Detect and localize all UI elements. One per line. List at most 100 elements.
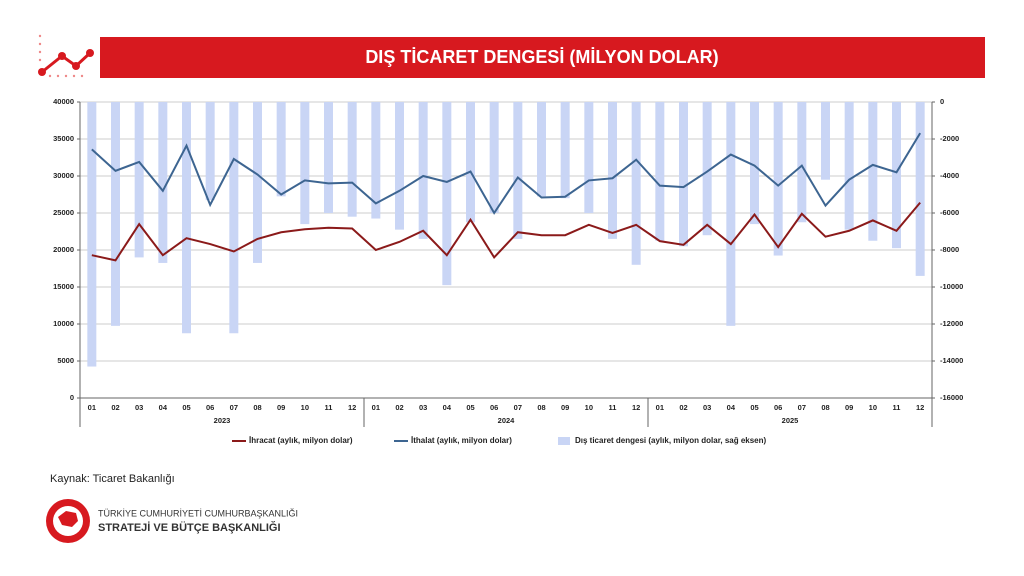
x-tick-label: 09 <box>845 403 853 412</box>
header-icon <box>38 34 94 78</box>
logo <box>46 499 90 543</box>
bar <box>87 102 97 367</box>
bar <box>584 102 594 213</box>
legend-label: İthalat (aylık, milyon dolar) <box>411 436 512 445</box>
bar <box>797 102 807 223</box>
x-tick-label: 03 <box>135 403 143 412</box>
x-tick-label: 06 <box>490 403 498 412</box>
bar <box>655 102 665 241</box>
y2-tick-label: -6000 <box>940 208 959 217</box>
bar <box>489 102 499 213</box>
x-tick-label: 03 <box>419 403 427 412</box>
x-tick-label: 02 <box>395 403 403 412</box>
y2-tick-label: -14000 <box>940 356 963 365</box>
title-bar <box>100 37 985 78</box>
bar <box>442 102 452 286</box>
x-tick-label: 06 <box>206 403 214 412</box>
x-tick-label: 05 <box>466 403 474 412</box>
bar <box>560 102 570 199</box>
bar <box>750 102 759 225</box>
bar <box>276 102 286 197</box>
bar <box>513 102 523 239</box>
bar <box>726 102 736 326</box>
y2-tick-label: -4000 <box>940 171 959 180</box>
y2-tick-label: -16000 <box>940 393 963 402</box>
x-tick-label: 04 <box>159 403 168 412</box>
x-tick-label: 06 <box>774 403 782 412</box>
line <box>91 132 922 215</box>
bar <box>868 102 878 241</box>
y-tick-label: 25000 <box>53 208 74 217</box>
bar <box>347 102 357 217</box>
bar <box>418 102 428 239</box>
y-tick-label: 40000 <box>53 97 74 106</box>
x-tick-label: 07 <box>798 403 806 412</box>
group-label: 2024 <box>498 416 516 425</box>
legend-label: İhracat (aylık, milyon dolar) <box>249 436 353 445</box>
x-tick-label: 08 <box>821 403 829 412</box>
y-tick-label: 10000 <box>53 319 74 328</box>
y2-tick-label: -10000 <box>940 282 963 291</box>
bar <box>134 102 144 258</box>
bar <box>702 102 712 236</box>
source: Kaynak: Ticaret Bakanlığı <box>50 473 175 485</box>
x-tick-label: 10 <box>301 403 309 412</box>
x-tick-label: 10 <box>869 403 877 412</box>
bar <box>631 102 641 265</box>
legend-label: Dış ticaret dengesi (aylık, milyon dolar… <box>575 436 767 445</box>
bar <box>158 102 168 263</box>
y-tick-label: 30000 <box>53 171 74 180</box>
x-tick-label: 01 <box>88 403 96 412</box>
bar <box>300 102 310 225</box>
logo-line-1: TÜRKİYE CUMHURİYETİ CUMHURBAŞKANLIĞI <box>98 508 298 518</box>
bar <box>915 102 925 276</box>
x-tick-label: 12 <box>632 403 640 412</box>
y2-tick-label: -12000 <box>940 319 963 328</box>
chart-title: DIŞ TİCARET DENGESİ (MİLYON DOLAR) <box>365 47 718 67</box>
legend-swatch <box>558 437 570 445</box>
x-tick-label: 07 <box>230 403 238 412</box>
bar <box>111 102 120 326</box>
x-tick-label: 11 <box>325 403 333 412</box>
x-tick-label: 02 <box>111 403 119 412</box>
bar <box>205 102 215 201</box>
bar <box>371 102 381 219</box>
bar <box>253 102 262 263</box>
bar <box>821 102 830 180</box>
bar <box>608 102 617 239</box>
x-tick-label: 03 <box>703 403 711 412</box>
x-tick-label: 11 <box>609 403 617 412</box>
group-label: 2025 <box>782 416 799 425</box>
bar <box>466 102 475 223</box>
x-tick-label: 07 <box>514 403 522 412</box>
y2-tick-label: -2000 <box>940 134 959 143</box>
plot-area: 0 5000 10000 15000 20000 25000 30000 35000 40000… <box>53 97 963 445</box>
bar <box>773 102 783 256</box>
x-tick-label: 04 <box>443 403 452 412</box>
bar <box>537 102 546 197</box>
x-tick-label: 08 <box>537 403 545 412</box>
group-label: 2023 <box>214 416 231 425</box>
x-tick-label: 11 <box>893 403 901 412</box>
x-tick-label: 01 <box>656 403 664 412</box>
x-tick-label: 09 <box>561 403 569 412</box>
bar <box>679 102 688 247</box>
y-tick-label: 5000 <box>57 356 74 365</box>
bar <box>844 102 854 230</box>
x-tick-label: 10 <box>585 403 593 412</box>
x-tick-label: 05 <box>182 403 190 412</box>
x-tick-label: 04 <box>727 403 736 412</box>
x-tick-label: 09 <box>277 403 285 412</box>
x-tick-label: 08 <box>253 403 261 412</box>
x-tick-label: 02 <box>679 403 687 412</box>
x-tick-label: 01 <box>372 403 380 412</box>
y-tick-label: 15000 <box>53 282 74 291</box>
x-tick-label: 12 <box>916 403 924 412</box>
logo-line-2: STRATEJİ VE BÜTÇE BAŞKANLIĞI <box>98 521 281 534</box>
y-tick-label: 0 <box>70 393 74 402</box>
bar <box>892 102 901 249</box>
line <box>91 201 921 262</box>
x-tick-label: 05 <box>750 403 758 412</box>
y2-tick-label: -8000 <box>940 245 959 254</box>
